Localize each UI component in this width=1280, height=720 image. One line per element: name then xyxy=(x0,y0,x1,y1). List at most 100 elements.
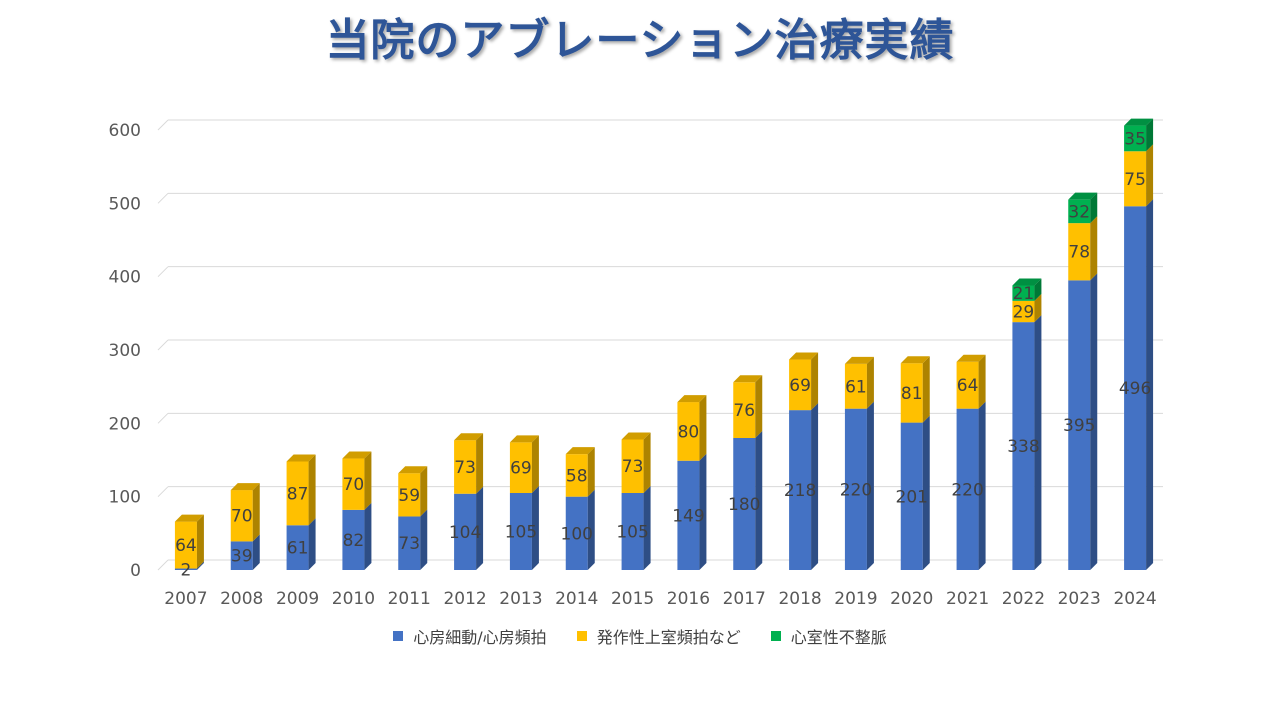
data-label: 76 xyxy=(733,401,755,421)
bar-stack-2012 xyxy=(454,433,484,570)
bar-segment xyxy=(342,509,365,570)
data-label: 338 xyxy=(1007,437,1039,457)
bar-top-face xyxy=(174,514,204,522)
data-label: 82 xyxy=(343,531,365,551)
legend-label: 心室性不整脈 xyxy=(790,628,887,647)
data-label: 73 xyxy=(454,458,476,478)
bar-segment-side xyxy=(755,431,763,570)
legend-swatch xyxy=(576,631,587,641)
x-tick-label: 2012 xyxy=(443,589,486,609)
bar-top-face xyxy=(621,432,651,440)
bar-segment xyxy=(1012,300,1035,323)
bar-segment xyxy=(733,438,756,570)
data-label: 73 xyxy=(622,457,644,477)
gridline-depth xyxy=(157,339,169,351)
bar-segment xyxy=(398,473,421,517)
bar-segment xyxy=(565,454,588,497)
legend-item: 心房細動/心房頻拍 xyxy=(393,624,547,648)
y-tick-label: 200 xyxy=(109,414,141,434)
bar-segment-side xyxy=(922,356,930,423)
bar-segment-side xyxy=(476,486,484,570)
bar-segment-side xyxy=(364,502,372,570)
bar-segment xyxy=(1012,322,1035,570)
data-label: 29 xyxy=(1013,303,1035,323)
legend-label: 発作性上室頻拍など xyxy=(596,628,741,647)
data-label: 70 xyxy=(343,475,365,495)
bar-segment xyxy=(900,422,923,570)
data-label: 58 xyxy=(566,466,588,486)
bar-segment-side xyxy=(866,401,874,570)
bar-segment-side xyxy=(699,453,707,570)
data-label: 75 xyxy=(1124,170,1146,190)
gridline-depth xyxy=(157,486,169,498)
bar-segment-side xyxy=(1034,278,1042,301)
data-label: 69 xyxy=(510,459,532,479)
x-axis-ticks: 2007 2008 2009 2010 2011 2012 2013 2014 2015 2016… xyxy=(164,589,1156,609)
bar-segment-side xyxy=(811,352,819,411)
bar-segment-side xyxy=(196,514,204,569)
bar-stack-2011 xyxy=(398,466,428,570)
x-tick-label: 2016 xyxy=(667,589,710,609)
chart-title: 当院のアブレーション治療実績 xyxy=(325,15,955,66)
bar-segment xyxy=(1124,125,1147,152)
x-tick-label: 2019 xyxy=(834,589,877,609)
x-tick-label: 2014 xyxy=(555,589,598,609)
legend-item: 発作性上室頻拍など xyxy=(576,624,741,648)
bar-segment-side xyxy=(922,415,930,570)
bar-segment xyxy=(174,568,197,570)
bar-segment xyxy=(1068,223,1091,281)
bar-segment-side xyxy=(811,403,819,570)
gridline-depth xyxy=(157,412,169,424)
data-label: 61 xyxy=(845,377,867,397)
bar-segment-side xyxy=(531,435,539,493)
x-tick-label: 2013 xyxy=(499,589,542,609)
bar-top-face xyxy=(1068,192,1098,200)
data-label: 61 xyxy=(287,539,309,559)
bar-segment-side xyxy=(755,375,763,438)
bar-segment xyxy=(733,382,756,438)
bar-segment-side xyxy=(308,518,316,570)
bar-top-face xyxy=(677,395,707,403)
data-label: 100 xyxy=(561,524,593,544)
bar-stack-2010 xyxy=(342,451,372,570)
x-tick-label: 2017 xyxy=(723,589,766,609)
bar-stack-2022 xyxy=(1012,278,1042,570)
bar-segment xyxy=(956,408,979,570)
bar-top-face xyxy=(789,352,819,360)
bar-segment xyxy=(789,359,812,411)
data-label: 2 xyxy=(181,560,192,580)
data-label: 105 xyxy=(505,523,537,543)
bar-segment-side xyxy=(1034,315,1042,570)
x-tick-label: 2023 xyxy=(1058,589,1101,609)
bar-top-face xyxy=(398,466,428,474)
data-label: 105 xyxy=(616,523,648,543)
bar-stack-2021 xyxy=(956,354,986,570)
data-label: 149 xyxy=(672,506,704,526)
bar-stack-2008 xyxy=(230,483,260,570)
x-tick-label: 2022 xyxy=(1002,589,1045,609)
data-label: 218 xyxy=(784,481,816,501)
x-tick-label: 2018 xyxy=(778,589,821,609)
bar-segment xyxy=(286,461,309,526)
x-tick-label: 2020 xyxy=(890,589,933,609)
data-label: 180 xyxy=(728,495,760,515)
legend: 心房細動/心房頻拍 発作性上室頻拍など 心室性不整脈 xyxy=(0,624,1280,648)
x-tick-label: 2024 xyxy=(1113,589,1156,609)
x-tick-label: 2015 xyxy=(611,589,654,609)
gridlines xyxy=(157,119,1163,571)
x-tick-label: 2007 xyxy=(164,589,207,609)
bar-stack-2020 xyxy=(900,356,930,570)
data-labels: 2 64 39 70 61 87 82 70 73 59 104 73 105 69 100 58 105 73 1… xyxy=(175,129,1151,580)
bar-stack-2007 xyxy=(174,514,204,570)
bar-top-face xyxy=(342,451,372,459)
bar-segment-side xyxy=(1146,144,1154,207)
bar-top-face xyxy=(286,454,316,462)
bar-segment xyxy=(789,410,812,570)
bar-top-face xyxy=(956,354,986,362)
bar-segment-side xyxy=(252,483,260,542)
bar-segment-side xyxy=(476,433,484,494)
bar-segment xyxy=(1124,206,1147,570)
bar-segment xyxy=(1068,199,1091,224)
bar-segment xyxy=(1124,151,1147,207)
